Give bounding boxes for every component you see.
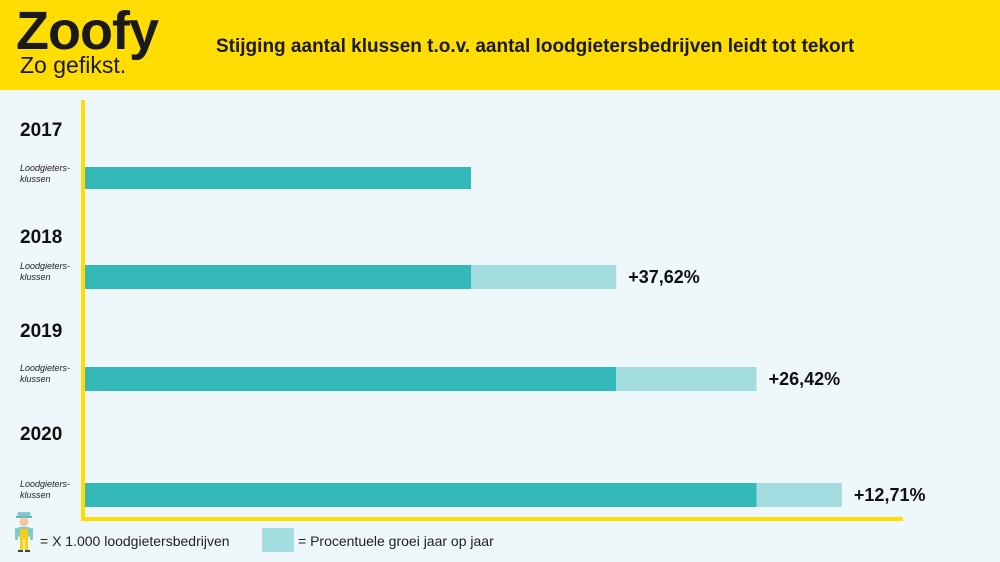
year-label: 2018	[20, 227, 62, 248]
plumber-icon	[120, 205, 138, 245]
year-group-2020: 2020 Loodgieters-klussen +12,71%	[20, 421, 925, 507]
plumber-icon	[220, 104, 238, 144]
bar-growth	[756, 483, 842, 507]
year-label: 2017	[20, 120, 62, 141]
plumber-icon	[170, 421, 188, 461]
plumber-icon	[220, 421, 238, 461]
growth-label: +37,62%	[628, 267, 700, 287]
plumber-icon	[270, 306, 288, 346]
legend-plumber-label: = X 1.000 loodgietersbedrijven	[40, 533, 230, 549]
plumber-icon	[170, 205, 188, 245]
bar-growth	[471, 265, 617, 289]
plumber-icon	[95, 205, 113, 245]
plumber-icon	[145, 421, 163, 461]
plumber-icon	[320, 205, 338, 245]
plumber-icon	[320, 306, 338, 346]
page-title: Stijging aantal klussen t.o.v. aantal lo…	[216, 36, 855, 57]
plumber-icon	[345, 205, 355, 245]
year-group-2017: 2017 Loodgieters-klussen	[20, 104, 471, 189]
plumber-icon	[270, 104, 288, 144]
legend-growth-swatch	[262, 528, 294, 552]
plumber-icon	[145, 104, 163, 144]
plumber-icon	[295, 306, 313, 346]
plumber-icon	[295, 205, 313, 245]
logo-tagline: Zo gefikst.	[20, 52, 127, 78]
plumber-icon	[345, 306, 363, 346]
plumber-icon	[345, 421, 363, 461]
plumber-icon	[195, 205, 213, 245]
bar-label: Loodgieters-klussen	[20, 163, 70, 184]
header: Zoofy Zo gefikst. Stijging aantal klusse…	[0, 0, 1000, 90]
plumber-icon	[120, 306, 138, 346]
plumber-icon	[145, 306, 163, 346]
plumber-icon	[95, 104, 113, 144]
plumber-icon	[270, 421, 288, 461]
plumber-icon	[95, 421, 113, 461]
plumber-icon	[195, 104, 213, 144]
plumber-icon	[195, 421, 213, 461]
plumber-icon	[245, 205, 263, 245]
plumber-icon	[220, 205, 238, 245]
bar-label: Loodgieters-klussen	[20, 479, 70, 500]
plumber-icon	[295, 104, 313, 144]
year-group-2018: 2018 Loodgieters-klussen +37,62%	[20, 205, 700, 289]
plumber-icon	[120, 421, 138, 461]
plumber-icon	[270, 205, 288, 245]
plumber-icon	[295, 421, 313, 461]
logo: Zoofy	[16, 1, 159, 61]
bar-label: Loodgieters-klussen	[20, 261, 70, 282]
bar-base	[85, 367, 617, 391]
plumber-icon	[95, 306, 113, 346]
plumber-icon	[170, 104, 188, 144]
bar-base	[85, 483, 757, 507]
plumber-icon	[320, 421, 338, 461]
plumber-icon	[370, 421, 380, 461]
legend-plumber-icon	[15, 512, 33, 552]
plumber-icon	[145, 205, 163, 245]
year-group-2019: 2019 Loodgieters-klussen +26,42%	[20, 306, 840, 391]
plumber-icon	[320, 104, 338, 144]
plumber-icon	[245, 421, 263, 461]
plumber-icon	[120, 104, 138, 144]
plumber-icon	[245, 306, 263, 346]
bar-growth	[616, 367, 757, 391]
plumber-icon	[195, 306, 213, 346]
bar-label: Loodgieters-klussen	[20, 363, 70, 384]
growth-label: +26,42%	[769, 369, 841, 389]
growth-label: +12,71%	[854, 485, 926, 505]
year-label: 2020	[20, 424, 62, 445]
plumber-icon	[170, 306, 188, 346]
plumber-icon	[220, 306, 238, 346]
legend-growth-label: = Procentuele groei jaar op jaar	[298, 533, 494, 549]
bar-base	[85, 265, 471, 289]
year-label: 2019	[20, 321, 62, 342]
plumber-icon	[245, 104, 263, 144]
bar-base	[85, 167, 471, 189]
